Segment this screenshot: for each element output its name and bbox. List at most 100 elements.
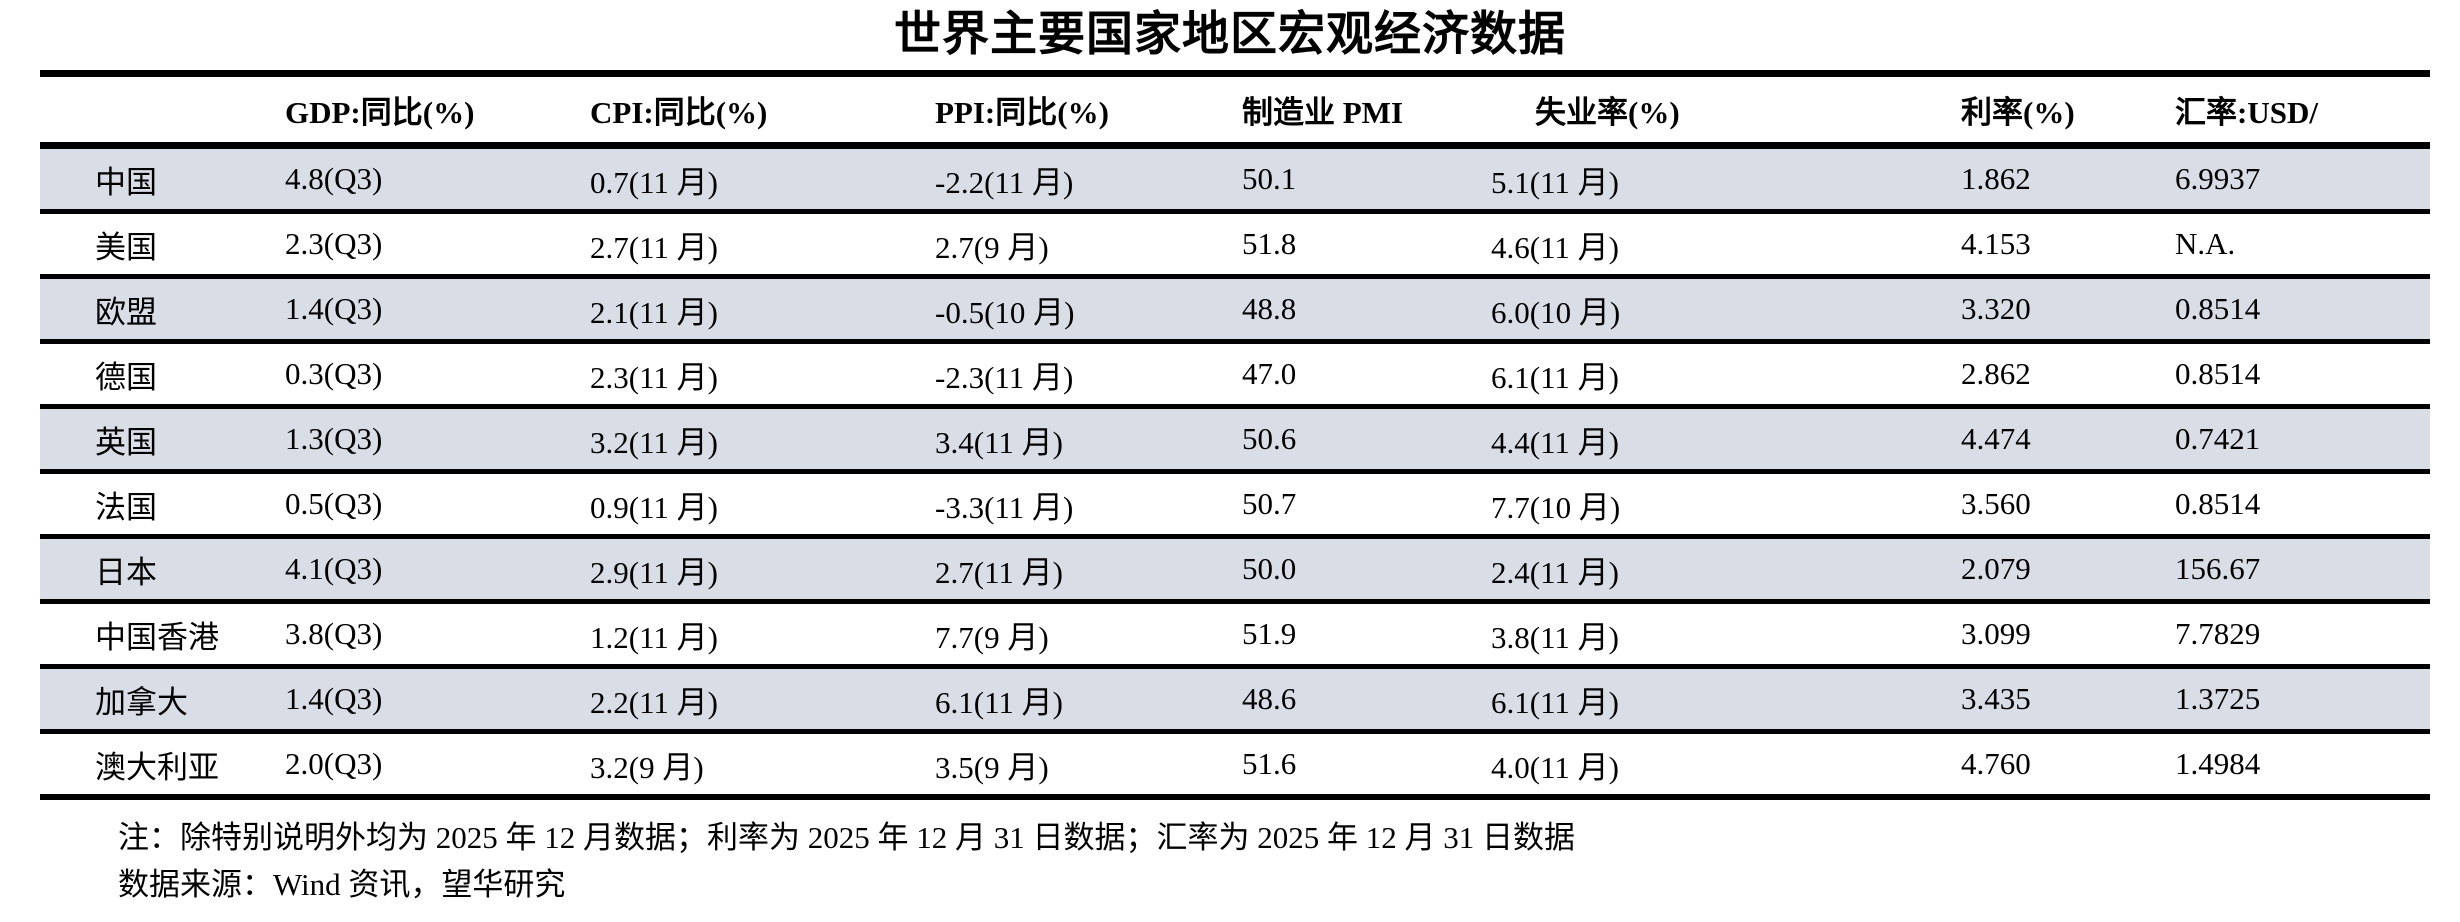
ppi-cell: -2.3(11 月) [935,359,1074,395]
region-cell: 中国 [95,164,157,200]
cpi-cell: 1.2(11 月) [590,619,718,655]
region-cell: 澳大利亚 [95,749,219,785]
footnotes: 注：除特别说明外均为 2025 年 12 月数据；利率为 2025 年 12 月… [118,814,2460,908]
ppi-cell: 7.7(9 月) [935,619,1049,655]
unemployment-cell: 3.8(11 月) [1491,619,1619,655]
cpi-cell: 2.1(11 月) [590,294,718,330]
col-header-gdp: GDP:同比(%) [285,95,475,130]
rate-cell: 3.435 [1961,681,2031,716]
ppi-cell: 2.7(9 月) [935,229,1049,265]
data-note: 注：除特别说明外均为 2025 年 12 月数据；利率为 2025 年 12 月… [118,820,1575,855]
cpi-cell: 2.9(11 月) [590,554,718,590]
rate-cell: 4.153 [1961,226,2031,261]
pmi-cell: 51.6 [1242,746,1297,781]
col-header-fx: 汇率:USD/ [2175,95,2318,130]
ppi-cell: -2.2(11 月) [935,164,1074,200]
pmi-cell: 51.9 [1242,616,1297,651]
table-body: 中国 4.8(Q3) 0.7(11 月) -2.2(11 月) 50.1 5.1… [40,145,2430,797]
region-cell: 加拿大 [95,684,188,720]
fx-cell: 6.9937 [2175,161,2261,196]
cpi-cell: 0.9(11 月) [590,489,718,525]
gdp-cell: 4.8(Q3) [285,161,383,196]
table-row-australia: 澳大利亚 2.0(Q3) 3.2(9 月) 3.5(9 月) 51.6 4.0(… [40,732,2430,797]
gdp-cell: 0.5(Q3) [285,486,383,521]
region-cell: 欧盟 [95,294,157,330]
table-row-hongkong: 中国香港 3.8(Q3) 1.2(11 月) 7.7(9 月) 51.9 3.8… [40,602,2430,667]
pmi-cell: 50.0 [1242,551,1297,586]
fx-cell: 0.8514 [2175,356,2261,391]
rate-cell: 4.474 [1961,421,2031,456]
gdp-cell: 1.4(Q3) [285,681,383,716]
region-cell: 英国 [95,424,157,460]
col-header-pmi: 制造业 PMI [1242,95,1404,130]
table-row-uk: 英国 1.3(Q3) 3.2(11 月) 3.4(11 月) 50.6 4.4(… [40,406,2430,472]
ppi-cell: 3.4(11 月) [935,424,1063,460]
table-row-usa: 美国 2.3(Q3) 2.7(11 月) 2.7(9 月) 51.8 4.6(1… [40,212,2430,277]
gdp-cell: 0.3(Q3) [285,356,383,391]
unemployment-cell: 2.4(11 月) [1491,554,1619,590]
ppi-cell: 6.1(11 月) [935,684,1063,720]
unemployment-cell: 7.7(10 月) [1491,489,1621,525]
unemployment-cell: 6.1(11 月) [1491,684,1619,720]
ppi-cell: 2.7(11 月) [935,554,1063,590]
ppi-cell: 3.5(9 月) [935,749,1049,785]
region-cell: 美国 [95,229,157,265]
pmi-cell: 48.8 [1242,291,1297,326]
fx-cell: N.A. [2175,226,2236,261]
gdp-cell: 4.1(Q3) [285,551,383,586]
ppi-cell: -0.5(10 月) [935,294,1075,330]
page-title: 世界主要国家地区宏观经济数据 [894,9,1566,61]
region-cell: 法国 [95,489,157,525]
fx-cell: 156.67 [2175,551,2261,586]
table-row-germany: 德国 0.3(Q3) 2.3(11 月) -2.3(11 月) 47.0 6.1… [40,342,2430,407]
cpi-cell: 2.3(11 月) [590,359,718,395]
rate-cell: 2.079 [1961,551,2031,586]
col-header-ppi: PPI:同比(%) [935,95,1109,130]
pmi-cell: 47.0 [1242,356,1297,391]
col-header-region [40,74,285,146]
unemployment-cell: 6.1(11 月) [1491,359,1619,395]
ppi-cell: -3.3(11 月) [935,489,1074,525]
gdp-cell: 1.4(Q3) [285,291,383,326]
rate-cell: 2.862 [1961,356,2031,391]
table-row-france: 法国 0.5(Q3) 0.9(11 月) -3.3(11 月) 50.7 7.7… [40,472,2430,537]
table-row-canada: 加拿大 1.4(Q3) 2.2(11 月) 6.1(11 月) 48.6 6.1… [40,666,2430,732]
fx-cell: 1.4984 [2175,746,2261,781]
fx-cell: 0.8514 [2175,486,2261,521]
pmi-cell: 50.1 [1242,161,1297,196]
pmi-cell: 51.8 [1242,226,1297,261]
gdp-cell: 3.8(Q3) [285,616,383,651]
unemployment-cell: 4.4(11 月) [1491,424,1619,460]
unemployment-cell: 4.6(11 月) [1491,229,1619,265]
table-row-eu: 欧盟 1.4(Q3) 2.1(11 月) -0.5(10 月) 48.8 6.0… [40,276,2430,342]
cpi-cell: 2.7(11 月) [590,229,718,265]
rate-cell: 3.560 [1961,486,2031,521]
fx-cell: 0.8514 [2175,291,2261,326]
table-row-china: 中国 4.8(Q3) 0.7(11 月) -2.2(11 月) 50.1 5.1… [40,145,2430,212]
region-cell: 日本 [95,554,157,590]
fx-cell: 7.7829 [2175,616,2261,651]
table-header: GDP:同比(%) CPI:同比(%) PPI:同比(%) 制造业 PMI 失业… [40,74,2430,146]
rate-cell: 4.760 [1961,746,2031,781]
cpi-cell: 3.2(11 月) [590,424,718,460]
rate-cell: 3.320 [1961,291,2031,326]
unemployment-cell: 5.1(11 月) [1491,164,1619,200]
cpi-cell: 0.7(11 月) [590,164,718,200]
gdp-cell: 1.3(Q3) [285,421,383,456]
table-row-japan: 日本 4.1(Q3) 2.9(11 月) 2.7(11 月) 50.0 2.4(… [40,536,2430,602]
header-row: GDP:同比(%) CPI:同比(%) PPI:同比(%) 制造业 PMI 失业… [40,74,2430,146]
cpi-cell: 2.2(11 月) [590,684,718,720]
rate-cell: 1.862 [1961,161,2031,196]
data-source: 数据来源：Wind 资讯，望华研究 [118,867,566,902]
pmi-cell: 50.6 [1242,421,1297,456]
gdp-cell: 2.0(Q3) [285,746,383,781]
macro-data-table: GDP:同比(%) CPI:同比(%) PPI:同比(%) 制造业 PMI 失业… [40,70,2430,800]
cpi-cell: 3.2(9 月) [590,749,704,785]
unemployment-cell: 4.0(11 月) [1491,749,1619,785]
fx-cell: 0.7421 [2175,421,2261,456]
col-header-rate: 利率(%) [1961,95,2075,130]
region-cell: 德国 [95,359,157,395]
pmi-cell: 50.7 [1242,486,1297,521]
col-header-unemployment: 失业率(%) [1535,95,1680,130]
